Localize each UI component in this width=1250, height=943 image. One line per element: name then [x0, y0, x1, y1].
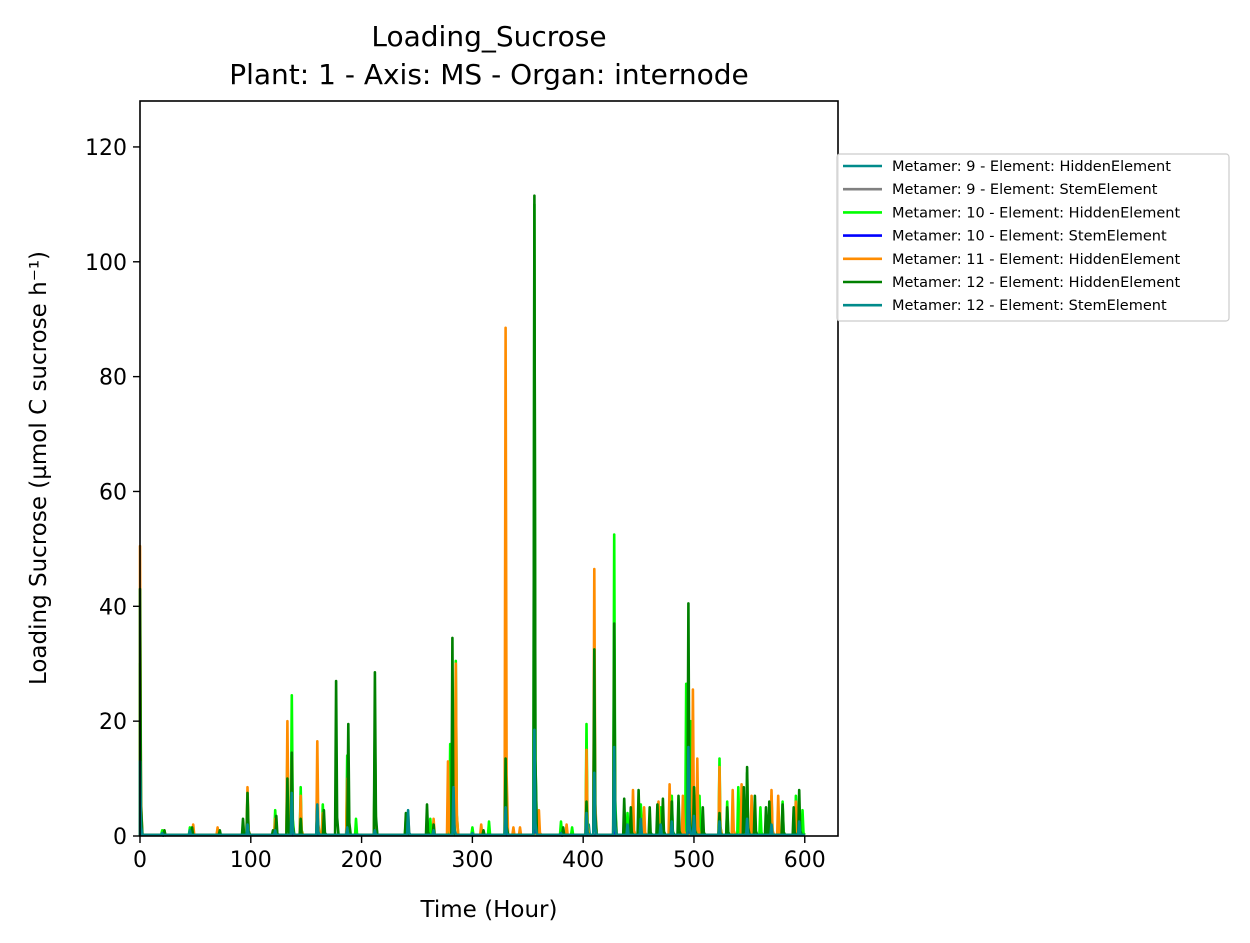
chart-subtitle: Plant: 1 - Axis: MS - Organ: internode — [229, 58, 749, 91]
series-line-6 — [138, 194, 805, 837]
x-tick-label: 0 — [133, 848, 147, 873]
y-tick-label: 40 — [99, 595, 127, 620]
legend-box — [836, 153, 1230, 322]
x-tick-label: 500 — [673, 848, 715, 873]
y-tick-label: 80 — [99, 366, 127, 391]
y-tick-label: 100 — [85, 251, 127, 276]
legend-label: Metamer: 12 - Element: StemElement — [892, 298, 1167, 314]
legend: Metamer: 9 - Element: HiddenElement Metam… — [836, 153, 1230, 322]
x-axis: 0 100 200 300 400 500 600 — [133, 836, 826, 873]
legend-label: Metamer: 9 - Element: StemElement — [892, 182, 1158, 198]
series-line-3 — [138, 203, 807, 837]
x-tick-label: 100 — [230, 848, 272, 873]
y-axis: 0 20 40 60 80 100 120 — [85, 136, 140, 850]
plot-series-group — [138, 194, 807, 837]
chart-title: Loading_Sucrose — [371, 20, 606, 53]
legend-label: Metamer: 12 - Element: HiddenElement — [892, 275, 1180, 291]
legend-label: Metamer: 9 - Element: HiddenElement — [892, 159, 1171, 175]
plot-frame — [139, 100, 839, 837]
x-tick-label: 600 — [784, 848, 826, 873]
y-tick-label: 0 — [113, 825, 127, 850]
legend-label: Metamer: 10 - Element: HiddenElement — [892, 205, 1180, 221]
y-tick-label: 120 — [85, 136, 127, 161]
legend-label: Metamer: 11 - Element: HiddenElement — [892, 252, 1180, 268]
series-line-5 — [138, 326, 805, 837]
x-tick-label: 400 — [562, 848, 604, 873]
series-line-7 — [138, 728, 805, 837]
x-tick-label: 200 — [341, 848, 383, 873]
y-axis-label: Loading Sucrose (µmol C sucrose h⁻¹) — [26, 251, 52, 685]
legend-label: Metamer: 10 - Element: StemElement — [892, 229, 1167, 245]
x-tick-label: 300 — [451, 848, 493, 873]
y-tick-label: 60 — [99, 480, 127, 505]
y-tick-label: 20 — [99, 710, 127, 735]
x-axis-label: Time (Hour) — [420, 897, 558, 923]
